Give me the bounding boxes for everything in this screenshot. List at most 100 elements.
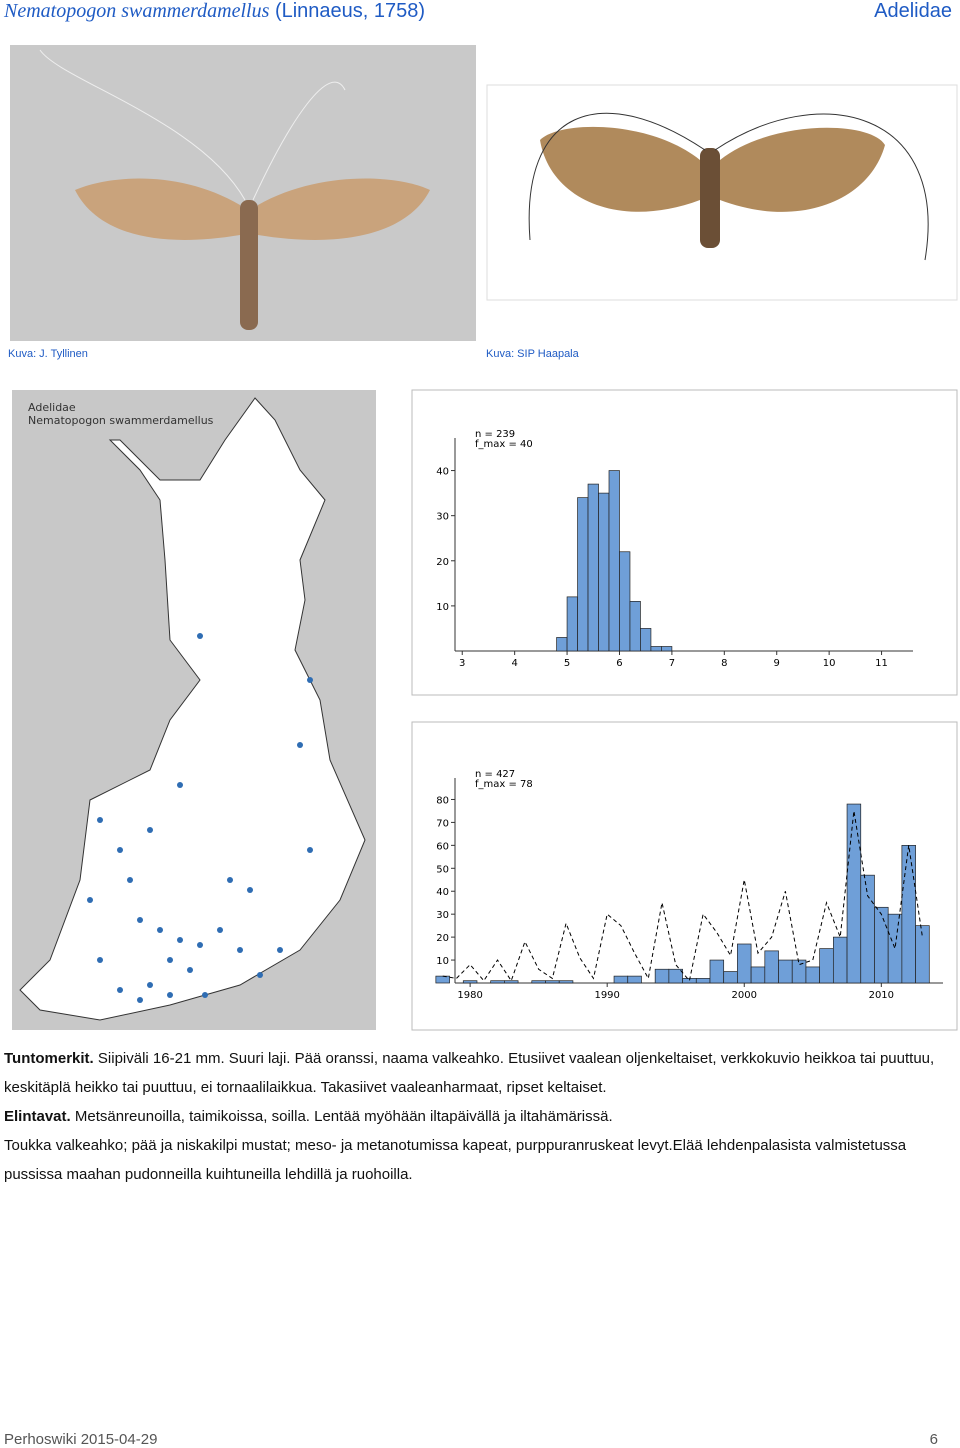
histogram-bar bbox=[608, 470, 620, 652]
annotation: n = 427 bbox=[475, 769, 515, 780]
page-number: 6 bbox=[929, 1431, 938, 1448]
paragraph-label: Elintavat. bbox=[4, 1108, 71, 1125]
paragraph: Toukka valkeahko; pää ja niskakilpi must… bbox=[4, 1131, 954, 1189]
bar bbox=[462, 980, 478, 984]
bar bbox=[504, 980, 519, 984]
bar bbox=[490, 980, 505, 984]
photo-credit: Kuva: J. Tyllinen bbox=[8, 348, 88, 360]
paragraph: Elintavat. Metsänreunoilla, taimikoissa,… bbox=[4, 1102, 954, 1131]
x-tick-label: 11 bbox=[875, 658, 888, 669]
y-tick-label: 50 bbox=[436, 864, 449, 875]
bar bbox=[791, 959, 807, 984]
x-tick-label: 8 bbox=[721, 658, 727, 669]
species-title: Nematopogon swammerdamellus bbox=[4, 0, 270, 22]
annotation: f_max = 78 bbox=[475, 779, 533, 790]
bar bbox=[531, 980, 546, 984]
x-tick-label: 2010 bbox=[869, 990, 894, 1001]
bar bbox=[435, 975, 450, 984]
moth-body bbox=[700, 148, 720, 248]
histogram-bar bbox=[650, 646, 662, 652]
occurrence-dots bbox=[87, 633, 313, 1003]
author: (Linnaeus, 1758) bbox=[274, 0, 426, 22]
y-tick-label: 30 bbox=[436, 512, 449, 523]
bar bbox=[819, 948, 834, 984]
x-tick-label: 7 bbox=[669, 658, 675, 669]
bar bbox=[846, 803, 862, 984]
histogram-bar bbox=[629, 601, 641, 652]
paragraph-text: Toukka valkeahko; pää ja niskakilpi must… bbox=[4, 1137, 907, 1183]
bar bbox=[723, 971, 738, 984]
bar bbox=[695, 978, 711, 984]
bar bbox=[654, 968, 670, 984]
y-tick-label: 40 bbox=[436, 467, 449, 478]
antenna bbox=[528, 112, 929, 261]
bar bbox=[558, 980, 574, 984]
histogram-bar bbox=[566, 596, 578, 652]
y-tick-label: 20 bbox=[436, 933, 449, 944]
map-species: Nematopogon swammerdamellus bbox=[28, 414, 214, 427]
y-tick-label: 60 bbox=[436, 841, 449, 852]
bar bbox=[915, 925, 930, 984]
x-tick-label: 6 bbox=[616, 658, 622, 669]
bar bbox=[737, 943, 752, 984]
bar bbox=[668, 968, 683, 984]
x-tick-label: 3 bbox=[459, 658, 465, 669]
bar bbox=[709, 959, 725, 984]
histogram-bar bbox=[640, 628, 652, 652]
histogram-bar bbox=[598, 492, 610, 652]
description: Tuntomerkit. Siipiväli 16-21 mm. Suuri l… bbox=[4, 1044, 954, 1189]
moth bbox=[540, 126, 885, 212]
paragraph-text: Siipiväli 16-21 mm. Suuri laji. Pää oran… bbox=[4, 1050, 935, 1096]
photo-credit: Kuva: SIP Haapala bbox=[486, 348, 579, 360]
y-tick-label: 80 bbox=[436, 795, 449, 806]
x-tick-label: 2000 bbox=[732, 990, 757, 1001]
bar bbox=[860, 874, 875, 984]
x-tick-label: 9 bbox=[774, 658, 780, 669]
trend-line bbox=[442, 810, 923, 982]
figures: Adelidae Nematopogon swammerdamellus 10 2… bbox=[10, 45, 958, 1031]
bar bbox=[545, 980, 560, 984]
histogram-bar bbox=[661, 646, 673, 652]
chart-frame bbox=[411, 389, 958, 696]
x-tick-label: 1990 bbox=[594, 990, 619, 1001]
paragraph-label: Tuntomerkit. bbox=[4, 1050, 94, 1067]
histogram-bar bbox=[619, 551, 631, 652]
map-family: Adelidae bbox=[28, 401, 76, 414]
moth bbox=[75, 178, 430, 240]
histogram-bar bbox=[587, 483, 599, 652]
histogram-bar bbox=[577, 497, 589, 652]
y-tick-label: 70 bbox=[436, 818, 449, 829]
bar bbox=[805, 966, 820, 984]
bar bbox=[613, 975, 629, 984]
map-outline bbox=[19, 397, 366, 1021]
y-tick-label: 10 bbox=[436, 602, 449, 613]
family: Adelidae bbox=[874, 0, 952, 22]
x-tick-label: 10 bbox=[823, 658, 836, 669]
y-tick-label: 30 bbox=[436, 910, 449, 921]
moth-body bbox=[240, 200, 258, 330]
antenna bbox=[39, 49, 346, 201]
x-tick-label: 1980 bbox=[457, 990, 482, 1001]
histogram-bar bbox=[556, 637, 568, 652]
bar bbox=[832, 936, 848, 984]
y-tick-label: 40 bbox=[436, 887, 449, 898]
annotation: f_max = 40 bbox=[475, 439, 533, 450]
header: Nematopogon swammerdamellus (Linnaeus, 1… bbox=[4, 0, 952, 26]
bar bbox=[627, 975, 642, 984]
bar bbox=[778, 959, 793, 984]
annotation: n = 239 bbox=[475, 429, 515, 440]
bar bbox=[901, 845, 916, 984]
footer: Perhoswiki 2015-04-29 6 bbox=[4, 1431, 938, 1448]
bar bbox=[874, 906, 889, 984]
x-tick-label: 5 bbox=[564, 658, 570, 669]
bar bbox=[750, 966, 766, 984]
y-tick-label: 10 bbox=[436, 956, 449, 967]
bar bbox=[764, 950, 779, 984]
x-tick-label: 4 bbox=[511, 658, 517, 669]
paragraph: Tuntomerkit. Siipiväli 16-21 mm. Suuri l… bbox=[4, 1044, 954, 1102]
y-tick-label: 20 bbox=[436, 557, 449, 568]
bar bbox=[887, 913, 903, 984]
footer-source: Perhoswiki 2015-04-29 bbox=[4, 1431, 158, 1448]
paragraph-text: Metsänreunoilla, taimikoissa, soilla. Le… bbox=[74, 1108, 613, 1125]
